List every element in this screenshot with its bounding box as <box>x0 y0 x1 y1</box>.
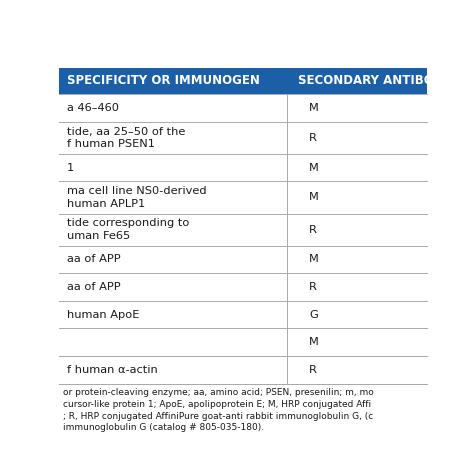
Text: R: R <box>309 365 317 375</box>
Text: human ApoE: human ApoE <box>66 310 139 319</box>
Text: tide corresponding to
uman Fe65: tide corresponding to uman Fe65 <box>66 219 189 241</box>
Text: G: G <box>309 310 318 319</box>
Text: R: R <box>309 133 317 143</box>
Text: a 46–460: a 46–460 <box>66 103 118 113</box>
Text: aa of APP: aa of APP <box>66 255 120 264</box>
Bar <box>59 246 427 273</box>
Text: M: M <box>309 192 319 202</box>
Text: SPECIFICITY OR IMMUNOGEN: SPECIFICITY OR IMMUNOGEN <box>66 74 259 88</box>
Text: 1: 1 <box>66 163 74 173</box>
Text: SECONDARY ANTIBODY: SECONDARY ANTIBODY <box>298 74 451 88</box>
Text: tide, aa 25–50 of the
f human PSEN1: tide, aa 25–50 of the f human PSEN1 <box>66 127 185 149</box>
Bar <box>59 356 427 383</box>
Bar <box>59 273 427 301</box>
Bar <box>59 213 427 246</box>
Text: M: M <box>309 255 319 264</box>
Text: M: M <box>309 337 319 347</box>
Bar <box>59 182 427 213</box>
Bar <box>59 328 427 356</box>
Text: M: M <box>309 163 319 173</box>
Text: f human α-actin: f human α-actin <box>66 365 157 375</box>
Bar <box>59 94 427 122</box>
Text: aa of APP: aa of APP <box>66 282 120 292</box>
Bar <box>59 301 427 328</box>
Bar <box>59 68 427 94</box>
Bar <box>59 122 427 154</box>
Text: R: R <box>309 225 317 235</box>
Text: R: R <box>309 282 317 292</box>
Text: M: M <box>309 103 319 113</box>
Bar <box>59 154 427 182</box>
Text: or protein-cleaving enzyme; aa, amino acid; PSEN, presenilin; m, mo
cursor-like : or protein-cleaving enzyme; aa, amino ac… <box>63 388 374 432</box>
Text: ma cell line NS0-derived
human APLP1: ma cell line NS0-derived human APLP1 <box>66 186 206 209</box>
